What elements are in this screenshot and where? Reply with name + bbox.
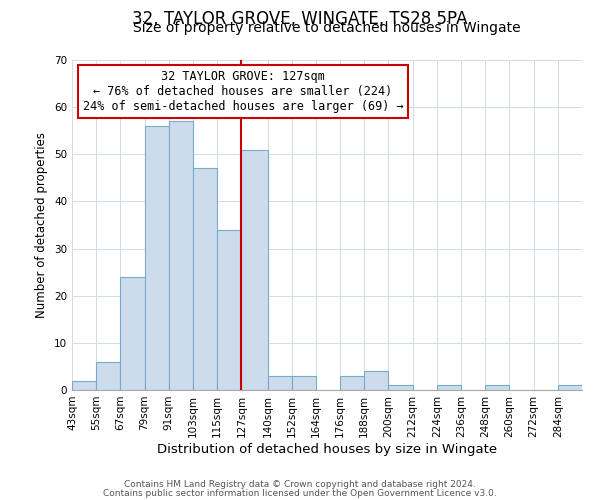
Bar (96, 362, 121, 390)
Bar (145, 126, 169, 390)
Bar (558, 386, 582, 390)
Text: Contains public sector information licensed under the Open Government Licence v3: Contains public sector information licen… (103, 490, 497, 498)
Bar (217, 230, 241, 390)
Bar (121, 277, 145, 390)
Bar (388, 386, 413, 390)
Text: Contains HM Land Registry data © Crown copyright and database right 2024.: Contains HM Land Registry data © Crown c… (124, 480, 476, 489)
Bar (292, 376, 316, 390)
Bar (268, 376, 292, 390)
Title: Size of property relative to detached houses in Wingate: Size of property relative to detached ho… (133, 21, 521, 35)
Bar (241, 150, 268, 390)
Y-axis label: Number of detached properties: Number of detached properties (35, 132, 49, 318)
Text: 32 TAYLOR GROVE: 127sqm
← 76% of detached houses are smaller (224)
24% of semi-d: 32 TAYLOR GROVE: 127sqm ← 76% of detache… (83, 70, 403, 113)
X-axis label: Distribution of detached houses by size in Wingate: Distribution of detached houses by size … (157, 442, 497, 456)
Text: 32, TAYLOR GROVE, WINGATE, TS28 5PA: 32, TAYLOR GROVE, WINGATE, TS28 5PA (132, 10, 468, 28)
Bar (169, 122, 193, 390)
Bar (364, 371, 388, 390)
Bar (193, 168, 217, 390)
Bar (72, 380, 96, 390)
Bar (340, 376, 364, 390)
Bar (485, 386, 509, 390)
Bar (437, 386, 461, 390)
